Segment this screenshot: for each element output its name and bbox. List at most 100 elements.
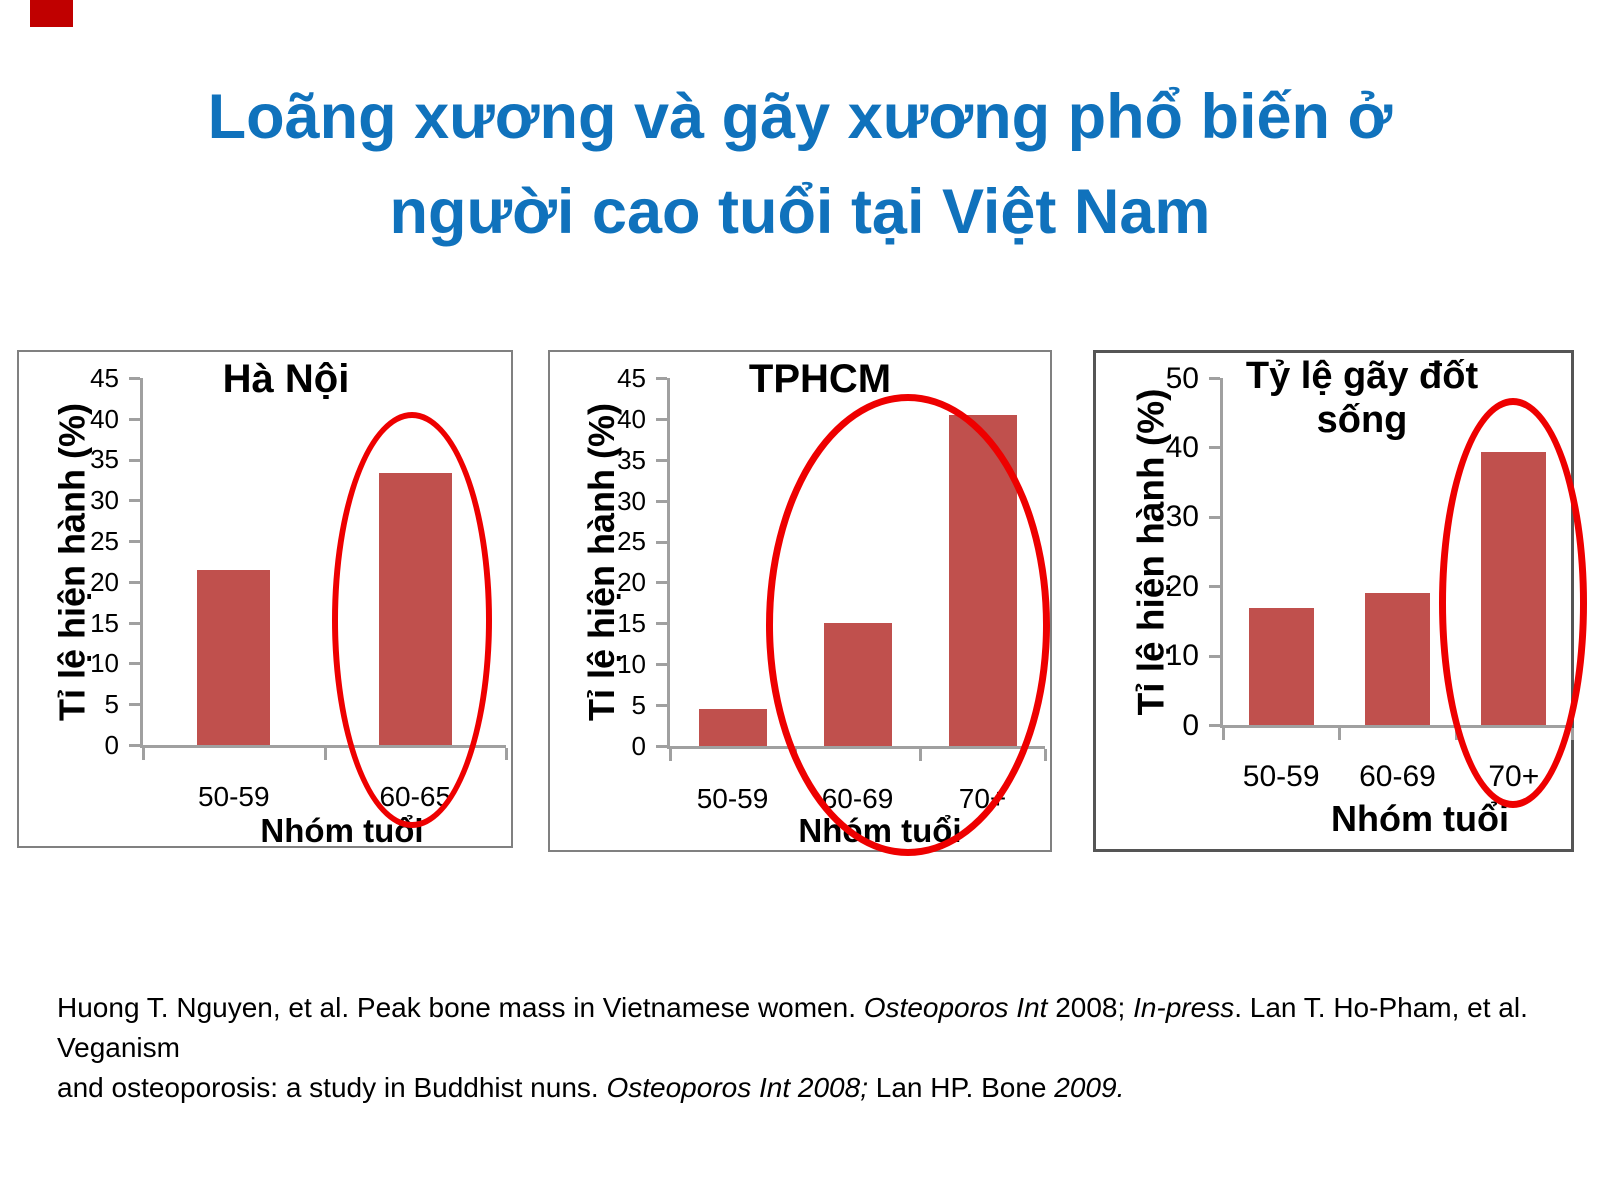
citation-segment: and osteoporosis: a study in Buddhist nu… bbox=[57, 1072, 607, 1103]
x-axis-title: Nhóm tuổi bbox=[1331, 798, 1509, 839]
y-tick-mark bbox=[656, 622, 667, 626]
y-tick-label: 30 bbox=[90, 485, 119, 516]
citation-line: and osteoporosis: a study in Buddhist nu… bbox=[57, 1068, 1573, 1108]
y-tick-label: 30 bbox=[1165, 500, 1199, 534]
y-tick-mark bbox=[129, 499, 140, 503]
x-tick-mark bbox=[1222, 728, 1225, 740]
y-tick-mark bbox=[1209, 515, 1220, 519]
y-tick-mark bbox=[1209, 446, 1220, 450]
citation-segment: 2008; bbox=[1047, 992, 1134, 1023]
x-tick-mark bbox=[505, 748, 508, 760]
y-tick-label: 50 bbox=[1165, 361, 1199, 395]
chart-panel-hanoi: Hà Nội Tỉ lệ hiện hành (%) 0 5 10 15 20 25 30 35 4… bbox=[17, 350, 513, 849]
highlight-ellipse bbox=[766, 394, 1050, 856]
y-tick-mark bbox=[129, 458, 140, 462]
y-tick-mark bbox=[656, 499, 667, 503]
y-tick-mark bbox=[129, 703, 140, 707]
y-tick-mark bbox=[129, 744, 140, 747]
y-tick-mark bbox=[656, 458, 667, 462]
y-tick-mark bbox=[656, 581, 667, 585]
y-axis-line bbox=[1220, 378, 1223, 728]
y-tick-mark bbox=[656, 540, 667, 544]
y-tick-label: 20 bbox=[1165, 569, 1199, 603]
y-tick-mark bbox=[656, 377, 667, 380]
x-axis-title: Nhóm tuổi bbox=[260, 812, 424, 849]
slide-title-line1: Loãng xương và gãy xương phổ biến ở bbox=[207, 82, 1393, 152]
y-tick-label: 45 bbox=[90, 362, 119, 393]
x-tick-label: 50-59 bbox=[197, 781, 270, 812]
highlight-ellipse bbox=[332, 412, 492, 828]
citation-italic-segment: In-press bbox=[1133, 992, 1235, 1023]
y-tick-label: 15 bbox=[90, 607, 119, 638]
y-tick-label: 10 bbox=[1165, 639, 1199, 673]
y-tick-mark bbox=[656, 663, 667, 667]
chart-panel-tphcm: TPHCM Tỉ lệ hiện hành (%) 0 5 10 15 20 25 30 35 40… bbox=[548, 350, 1052, 856]
y-tick-label: 35 bbox=[90, 444, 119, 475]
x-tick-mark bbox=[1571, 728, 1574, 740]
x-tick-mark bbox=[323, 748, 327, 760]
citation-text: Huong T. Nguyen, et al. Peak bone mass i… bbox=[57, 988, 1573, 1108]
y-tick-label: 40 bbox=[617, 403, 646, 434]
y-tick-label: 5 bbox=[631, 690, 646, 721]
citation-italic-segment: 2009. bbox=[1054, 1072, 1125, 1103]
x-axis-line bbox=[140, 745, 506, 748]
y-tick-mark bbox=[129, 417, 140, 421]
y-tick-label: 25 bbox=[90, 526, 119, 557]
y-tick-label: 0 bbox=[104, 729, 119, 760]
citation-segment: Huong T. Nguyen, et al. Peak bone mass i… bbox=[57, 992, 864, 1023]
red-corner-shape bbox=[30, 0, 73, 27]
y-tick-mark bbox=[129, 540, 140, 544]
chart-title: Tỷ lệ gãy đốt sống bbox=[1245, 355, 1479, 442]
bar bbox=[698, 709, 767, 746]
bar bbox=[1248, 608, 1314, 725]
citation-italic-segment: Osteoporos Int bbox=[863, 992, 1048, 1023]
y-tick-label: 10 bbox=[617, 649, 646, 680]
y-tick-label: 30 bbox=[617, 485, 646, 516]
x-tick-mark bbox=[1338, 728, 1342, 740]
y-tick-label: 10 bbox=[90, 648, 119, 679]
y-tick-mark bbox=[129, 662, 140, 666]
citation-italic-segment: Osteoporos Int 2008; bbox=[606, 1072, 868, 1103]
slide-title: Loãng xương và gãy xương phổ biến ở ngườ… bbox=[0, 70, 1600, 260]
y-tick-mark bbox=[129, 377, 140, 380]
y-tick-label: 5 bbox=[104, 689, 119, 720]
y-tick-label: 35 bbox=[617, 444, 646, 475]
y-tick-mark bbox=[656, 745, 667, 748]
y-tick-mark bbox=[1209, 724, 1220, 727]
y-tick-mark bbox=[1209, 654, 1220, 658]
x-tick-mark bbox=[1044, 749, 1047, 761]
citation-segment: Lan HP. Bone bbox=[867, 1072, 1055, 1103]
x-tick-label: 60-69 bbox=[1359, 760, 1436, 793]
x-axis-line bbox=[1220, 725, 1572, 728]
y-tick-label: 0 bbox=[1182, 708, 1199, 742]
y-tick-label: 15 bbox=[617, 608, 646, 639]
y-tick-mark bbox=[1209, 377, 1220, 380]
y-tick-label: 40 bbox=[90, 403, 119, 434]
slide-title-line2: người cao tuổi tại Việt Nam bbox=[389, 177, 1211, 247]
bar bbox=[197, 570, 271, 745]
x-tick-mark bbox=[142, 748, 145, 760]
bar bbox=[1365, 593, 1430, 725]
y-axis-line bbox=[140, 378, 143, 748]
citation-segment: . Lan T. Ho-Pham, et al. Veganism bbox=[57, 992, 1528, 1063]
y-tick-label: 0 bbox=[631, 730, 646, 761]
y-tick-mark bbox=[656, 704, 667, 708]
x-tick-mark bbox=[669, 749, 672, 761]
x-tick-label: 50-59 bbox=[696, 783, 769, 814]
x-tick-label: 50-59 bbox=[1242, 760, 1320, 793]
y-tick-label: 45 bbox=[617, 362, 646, 393]
y-tick-mark bbox=[656, 417, 667, 421]
chart-panel-vertebral-fracture: Tỷ lệ gãy đốt sống Tỉ lệ hiện hành (%) 0 10… bbox=[1093, 350, 1587, 852]
y-tick-mark bbox=[1209, 585, 1220, 589]
y-axis-line bbox=[667, 378, 670, 749]
y-tick-mark bbox=[129, 580, 140, 584]
y-tick-label: 40 bbox=[1165, 431, 1199, 464]
chart-title: Hà Nội bbox=[222, 357, 350, 401]
y-tick-mark bbox=[129, 621, 140, 625]
y-tick-label: 20 bbox=[90, 566, 119, 597]
y-tick-label: 20 bbox=[617, 567, 646, 598]
highlight-ellipse bbox=[1439, 398, 1587, 808]
y-tick-label: 25 bbox=[617, 526, 646, 557]
chart-title: TPHCM bbox=[748, 357, 892, 401]
